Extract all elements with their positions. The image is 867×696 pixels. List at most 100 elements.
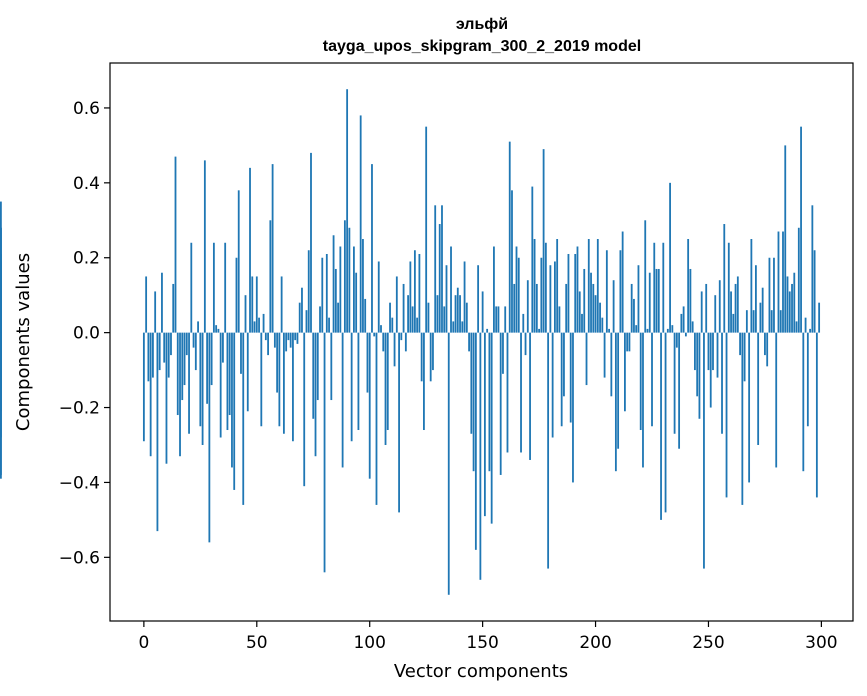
x-axis-label: Vector components (394, 661, 568, 682)
bar-236 (675, 332, 678, 348)
bar-226 (653, 242, 656, 333)
bar-299 (818, 302, 821, 333)
bar-85 (334, 268, 337, 333)
bar-108 (386, 332, 389, 431)
bar-164 (513, 283, 516, 333)
bar-204 (603, 332, 606, 378)
bar-73 (307, 250, 310, 333)
bar-119 (411, 306, 414, 333)
bar-116 (404, 332, 407, 352)
bar-32 (215, 325, 218, 333)
bar-152 (486, 328, 489, 333)
bar-248 (703, 332, 705, 569)
bar-115 (402, 283, 405, 333)
bar-34 (219, 332, 222, 438)
bar-184 (558, 306, 561, 333)
bar-218 (635, 325, 638, 333)
x-axis-ticks: 0 50 100 150 200 250 300 (138, 621, 838, 653)
bar-237 (678, 332, 681, 449)
bar-139 (456, 287, 459, 333)
bar-295 (809, 328, 811, 333)
y-tick-label: −0.4 (59, 473, 100, 493)
bar-80 (323, 332, 326, 573)
bar-64 (287, 332, 290, 341)
bar-43 (240, 332, 242, 374)
bar-6 (156, 332, 159, 532)
bar-39 (231, 332, 233, 468)
bar-293 (804, 317, 807, 333)
bar-151 (483, 332, 486, 517)
bar-221 (642, 332, 644, 468)
bar-271 (754, 265, 757, 333)
bar-265 (741, 332, 744, 505)
bar-166 (517, 257, 520, 333)
bar-18 (183, 332, 186, 386)
bar-135 (447, 332, 450, 595)
bar-76 (314, 332, 317, 457)
bar-217 (633, 298, 635, 333)
bar-281 (777, 231, 780, 333)
bar-37 (226, 332, 229, 431)
bar-45 (244, 295, 247, 333)
bar-277 (768, 257, 771, 333)
bar-240 (684, 332, 687, 337)
bar-117 (407, 295, 410, 333)
bar-291 (800, 126, 802, 333)
bar-131 (438, 224, 441, 333)
bar-279 (773, 257, 775, 333)
bar-14 (174, 156, 177, 333)
bar-290 (797, 227, 800, 333)
bar-60 (278, 332, 281, 427)
bar-283 (782, 231, 784, 333)
bar-128 (432, 332, 434, 371)
bar-269 (750, 239, 753, 333)
bar-296 (811, 205, 814, 333)
bar-174 (535, 283, 538, 333)
y-tick-label: 0.2 (73, 249, 100, 269)
bar-57 (271, 164, 274, 333)
bar-124 (423, 332, 425, 431)
bar-173 (533, 239, 536, 333)
bar-154 (490, 332, 493, 524)
bar-197 (587, 239, 590, 333)
bar-27 (203, 160, 206, 333)
bar-158 (499, 332, 502, 475)
bar-74 (310, 152, 312, 333)
bar-50 (255, 276, 258, 333)
bar-161 (506, 332, 509, 453)
bar-202 (599, 302, 601, 333)
bar-35 (222, 332, 224, 363)
bar-69 (298, 302, 301, 333)
bar-137 (452, 321, 455, 333)
bar-200 (594, 295, 597, 333)
bar-235 (673, 332, 676, 434)
bar-81 (325, 253, 328, 333)
bar-259 (727, 242, 730, 333)
bar-257 (723, 224, 726, 333)
bar-134 (445, 265, 448, 333)
bar-276 (766, 332, 769, 367)
bar-42 (237, 190, 240, 333)
bar-8 (161, 272, 163, 333)
bar-195 (583, 268, 586, 333)
bars-group (0, 89, 821, 595)
bar-182 (553, 261, 556, 333)
bar-93 (353, 246, 355, 333)
bar-193 (578, 291, 581, 333)
bar-288 (793, 272, 796, 333)
bar-198 (590, 272, 592, 333)
bar-149 (479, 332, 482, 580)
bar-246 (698, 332, 701, 419)
bar-7 (158, 332, 161, 371)
bar-210 (617, 332, 620, 449)
bar-106 (382, 332, 385, 352)
bar-54 (264, 332, 267, 341)
bar-136 (450, 246, 452, 333)
bar-167 (520, 332, 522, 453)
bar-114 (400, 332, 403, 341)
bar-52 (260, 332, 263, 427)
bar-190 (572, 332, 574, 483)
bar-274 (761, 287, 764, 333)
bar-160 (504, 306, 507, 333)
